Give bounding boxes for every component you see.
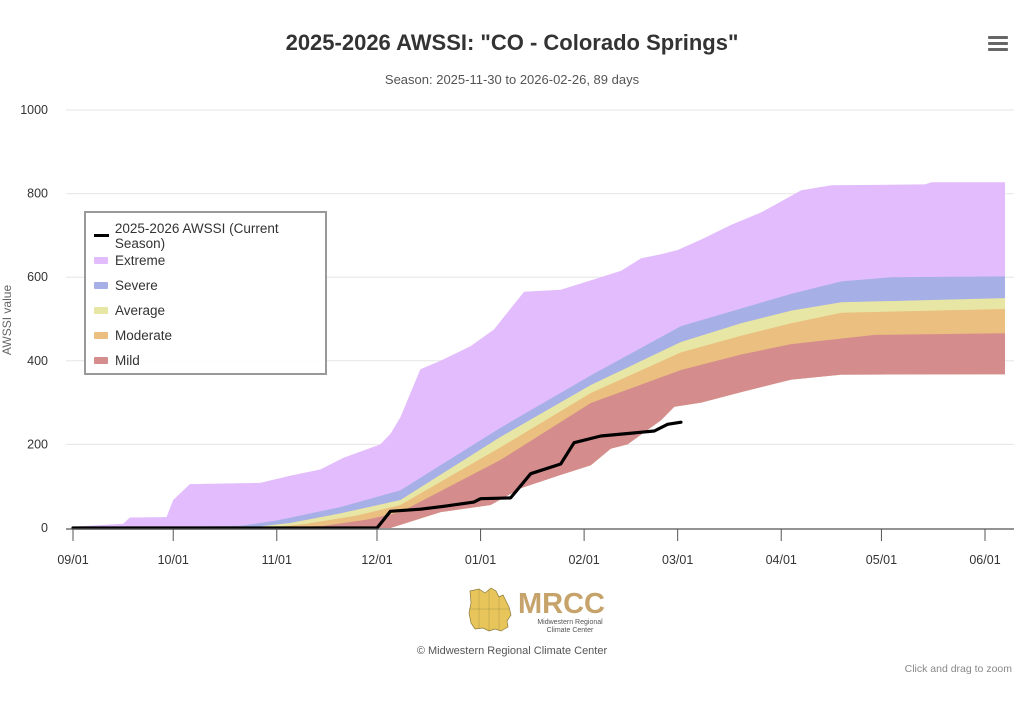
- credits-link[interactable]: © Midwestern Regional Climate Center: [416, 645, 608, 657]
- hamburger-menu-icon[interactable]: [988, 36, 1008, 54]
- logo-subtitle: Midwestern Regional Climate Center: [520, 619, 620, 635]
- logo-sub-line: Midwestern Regional: [537, 619, 603, 626]
- menu-bar: [988, 48, 1008, 51]
- legend-swatch-average: [94, 307, 108, 314]
- legend-item-severe[interactable]: Severe: [94, 273, 317, 298]
- band-areas: [73, 182, 1005, 529]
- logo-sub-line: Climate Center: [546, 627, 594, 634]
- legend-label: 2025-2026 AWSSI (Current Season): [114, 220, 279, 251]
- x-tick-label: 01/01: [465, 553, 496, 567]
- y-axis-label: AWSSI value: [0, 285, 14, 356]
- legend-label: Moderate: [115, 328, 173, 343]
- legend: 2025-2026 AWSSI (Current Season) Extreme…: [84, 211, 327, 375]
- legend-label: Severe: [115, 278, 158, 293]
- y-tick-label: 1000: [20, 103, 48, 117]
- series-lines: [71, 420, 683, 530]
- legend-swatch-mild: [94, 357, 108, 364]
- chart-area[interactable]: 0 200 400 600 800 1000 09/01 10/01 11/01 12/01 01/…: [0, 0, 1024, 600]
- y-tick-label: 800: [27, 187, 48, 201]
- legend-swatch-moderate: [94, 332, 108, 339]
- legend-item-mild[interactable]: Mild: [94, 348, 317, 373]
- chart-subtitle: Season: 2025-11-30 to 2026-02-26, 89 day…: [384, 72, 640, 87]
- legend-label: Mild: [115, 353, 140, 368]
- menu-bar: [988, 36, 1008, 39]
- legend-swatch-severe: [94, 282, 108, 289]
- legend-item-extreme[interactable]: Extreme: [94, 248, 317, 273]
- zoom-hint: Click and drag to zoom: [904, 663, 1012, 675]
- y-tick-label: 600: [27, 270, 48, 284]
- x-tick-label: 02/01: [568, 553, 599, 567]
- x-tick-label: 12/01: [361, 553, 392, 567]
- mrcc-logo-map-icon[interactable]: [465, 585, 615, 635]
- legend-line-swatch: [94, 234, 109, 237]
- axes: 0 200 400 600 800 1000 09/01 10/01 11/01 12/01 01/…: [20, 103, 1014, 567]
- logo-text: MRCC: [518, 588, 605, 620]
- y-tick-label: 200: [27, 437, 48, 451]
- legend-item-current[interactable]: 2025-2026 AWSSI (Current Season): [94, 220, 317, 251]
- x-tick-label: 04/01: [766, 553, 797, 567]
- x-tick-label: 09/01: [57, 553, 88, 567]
- x-tick-label: 05/01: [866, 553, 897, 567]
- band-extreme: [73, 182, 1005, 529]
- y-tick-label: 400: [27, 354, 48, 368]
- y-tick-label: 0: [41, 521, 48, 535]
- chart-title: 2025-2026 AWSSI: "CO - Colorado Springs": [285, 30, 739, 55]
- series-line-current: [71, 420, 683, 530]
- legend-swatch-extreme: [94, 257, 108, 264]
- x-tick-label: 03/01: [662, 553, 693, 567]
- x-tick-label: 11/01: [262, 553, 292, 567]
- legend-item-moderate[interactable]: Moderate: [94, 323, 317, 348]
- legend-label: Extreme: [115, 253, 166, 268]
- legend-label: Average: [115, 303, 166, 318]
- x-tick-label: 10/01: [158, 553, 189, 567]
- band-mild: [73, 333, 1005, 528]
- legend-item-average[interactable]: Average: [94, 298, 317, 323]
- menu-bar: [988, 42, 1008, 45]
- x-tick-label: 06/01: [969, 553, 1000, 567]
